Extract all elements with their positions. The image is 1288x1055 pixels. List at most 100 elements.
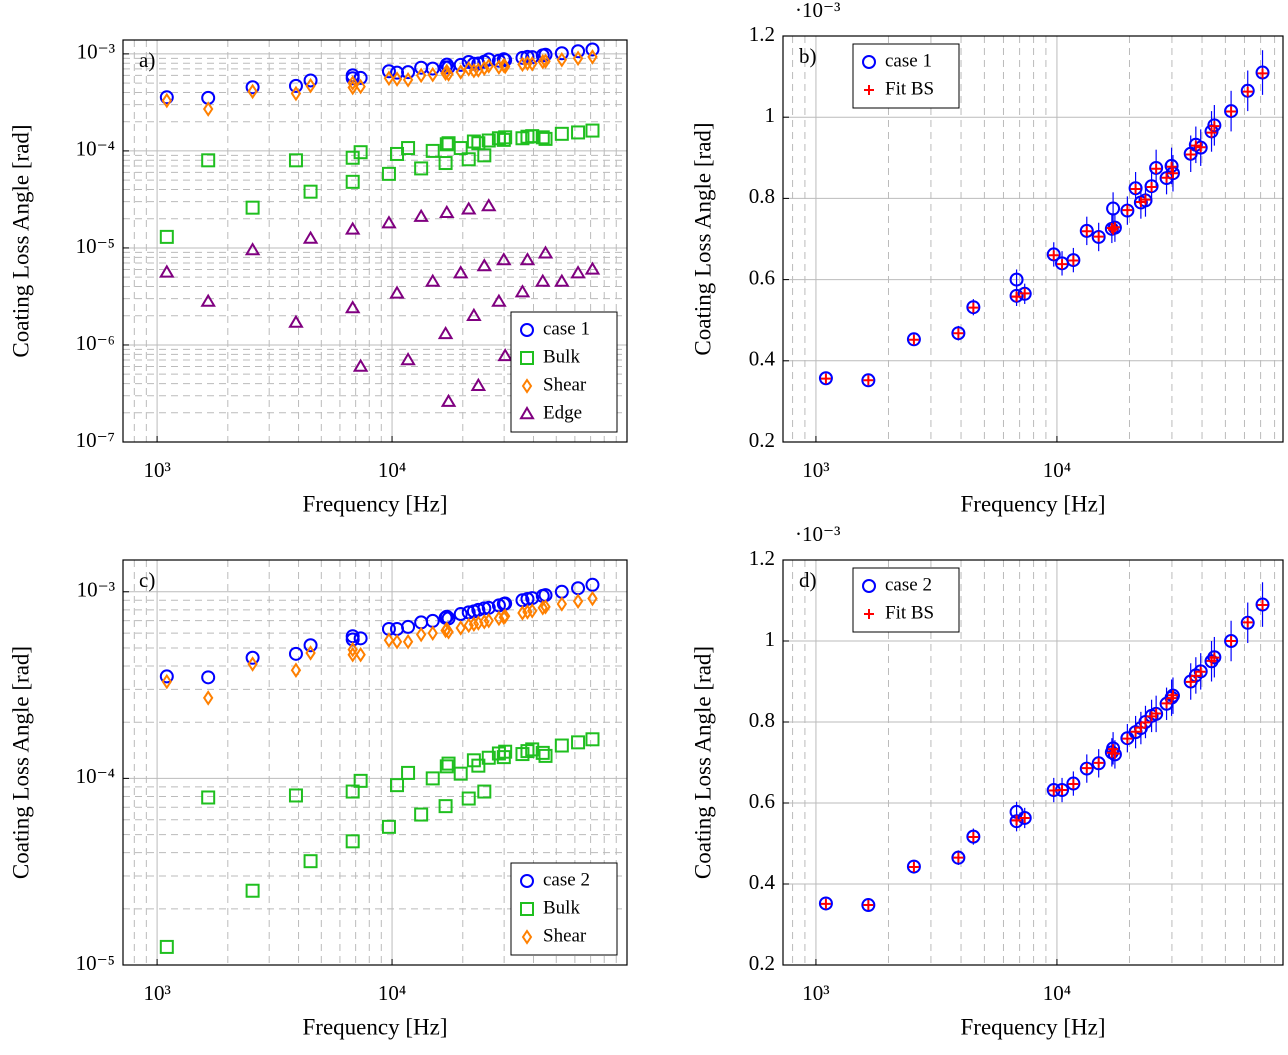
marker-square — [481, 750, 496, 765]
marker-plus — [908, 334, 919, 345]
y-axis-label: Coating Loss Angle [rad] — [8, 646, 33, 879]
marker-square — [471, 758, 486, 773]
marker-diamond — [355, 646, 366, 663]
marker-plus — [1242, 86, 1253, 97]
marker-plus — [953, 328, 964, 339]
y-axis-label: Coating Loss Angle [rad] — [8, 124, 33, 357]
marker-square — [425, 143, 440, 158]
marker-diamond — [479, 60, 490, 77]
marker-circle — [288, 646, 303, 661]
legend-label: Bulk — [543, 346, 580, 367]
legend-swatch — [862, 55, 876, 69]
marker-diamond — [556, 51, 568, 68]
marker-circle — [303, 73, 318, 88]
marker-triangle — [460, 201, 477, 215]
y-tick-label: 10⁻⁴ — [76, 137, 115, 161]
marker-plus — [1226, 106, 1237, 117]
marker-plus — [1190, 140, 1201, 151]
marker-diamond — [202, 690, 214, 706]
marker-circle — [1066, 253, 1081, 268]
panel: 10³ 10⁴ 0.2 0.4 0.6 0.8 1 1.2 d) Frequency [Hz] Co… — [690, 522, 1284, 1039]
marker-triangle — [481, 198, 497, 212]
plot-frame — [782, 35, 1284, 443]
marker-square — [439, 759, 454, 774]
marker-circle — [401, 65, 416, 80]
marker-plus — [1109, 748, 1120, 759]
marker-triangle — [466, 307, 482, 321]
marker-triangle — [535, 273, 551, 287]
marker-triangle — [288, 314, 304, 328]
marker-plus — [1195, 666, 1206, 677]
marker-plus — [1151, 708, 1162, 719]
marker-plus — [1146, 182, 1157, 193]
x-tick-label: 10³ — [143, 458, 170, 482]
legend-swatch — [521, 378, 533, 394]
marker-diamond — [161, 92, 173, 109]
y-multiplier: ·10⁻³ — [795, 522, 840, 546]
marker-circle — [1255, 65, 1270, 80]
marker-circle — [1066, 776, 1081, 791]
marker-circle — [818, 371, 833, 386]
marker-diamond — [468, 616, 480, 633]
marker-plus — [820, 373, 831, 384]
marker-square — [525, 129, 540, 144]
y-tick-label: 0.2 — [749, 951, 775, 975]
marker-plus — [1068, 778, 1079, 789]
marker-plus — [1167, 690, 1178, 701]
legend: case 2 Bulk Shear — [510, 862, 618, 956]
marker-plus — [1109, 222, 1120, 233]
marker-triangle — [439, 204, 455, 219]
marker-circle — [1128, 181, 1143, 196]
y-multiplier: ·10⁻³ — [795, 0, 840, 22]
panel: 10³ 10⁴ 0.2 0.4 0.6 0.8 1 1.2 b) Frequency [Hz] Co… — [690, 0, 1284, 516]
marker-square — [571, 125, 586, 140]
legend-label: Shear — [543, 925, 587, 946]
marker-square — [585, 732, 600, 747]
marker-square — [481, 133, 496, 148]
marker-circle — [1091, 756, 1106, 771]
legend-label: Fit BS — [885, 602, 934, 623]
marker-circle — [1079, 223, 1094, 238]
marker-circle — [1106, 201, 1121, 216]
marker-circle — [1009, 288, 1024, 303]
marker-square — [498, 130, 513, 145]
marker-circle — [1009, 814, 1024, 829]
marker-diamond — [247, 83, 258, 100]
marker-diamond — [483, 58, 494, 74]
marker-diamond — [415, 67, 427, 84]
marker-square — [245, 200, 260, 215]
marker-circle — [1193, 664, 1208, 679]
marker-triangle — [514, 284, 531, 298]
marker-triangle — [537, 245, 554, 259]
marker-plus — [1122, 205, 1133, 216]
marker-circle — [906, 332, 921, 347]
marker-square — [401, 765, 416, 780]
y-tick-label: 0.6 — [749, 265, 775, 289]
marker-diamond — [468, 62, 480, 79]
marker-triangle — [440, 393, 457, 407]
marker-square — [515, 131, 530, 146]
marker-plus — [908, 861, 919, 872]
marker-triangle — [476, 258, 493, 272]
marker-circle — [1079, 761, 1094, 776]
marker-square — [538, 131, 553, 146]
marker-square — [303, 854, 318, 869]
marker-circle — [585, 42, 600, 57]
marker-circle — [1149, 160, 1164, 175]
marker-plus — [1019, 812, 1030, 823]
marker-plus — [1226, 636, 1237, 646]
marker-circle — [345, 632, 360, 647]
marker-circle — [861, 373, 876, 388]
panel-label: b) — [799, 44, 817, 68]
marker-plus — [1019, 288, 1030, 299]
marker-circle — [1224, 634, 1239, 648]
marker-triangle — [389, 285, 405, 299]
marker-circle — [303, 638, 318, 653]
marker-circle — [453, 607, 468, 622]
marker-circle — [1046, 247, 1061, 262]
legend-box — [852, 567, 960, 633]
marker-plus — [1206, 127, 1217, 138]
marker-circle — [951, 326, 966, 341]
marker-triangle — [519, 252, 536, 266]
marker-plus — [1108, 744, 1119, 755]
